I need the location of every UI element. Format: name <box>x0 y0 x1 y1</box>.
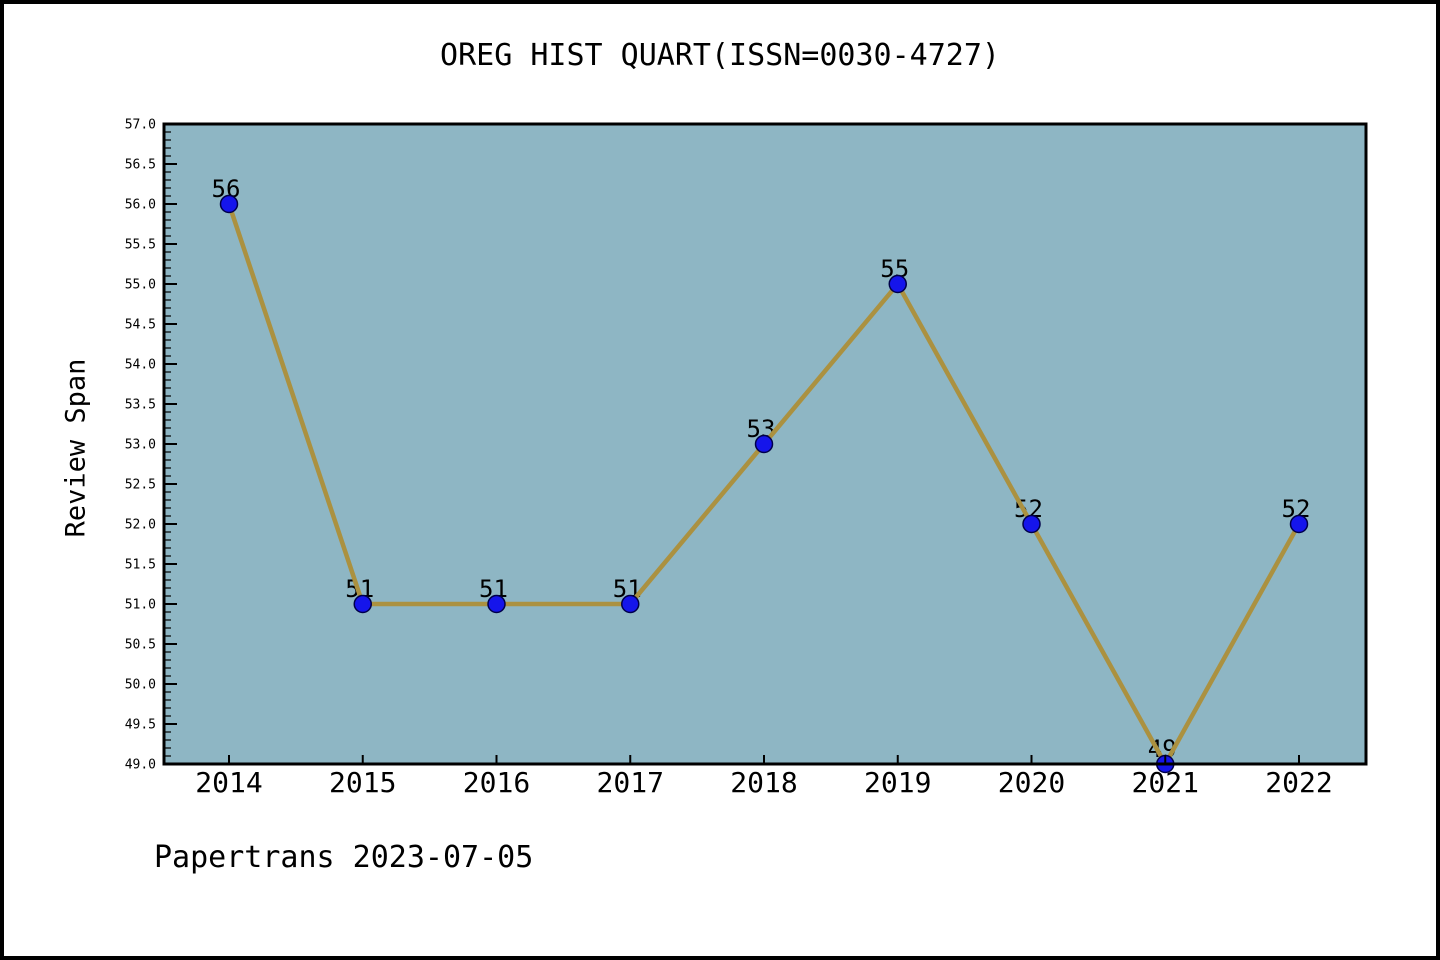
y-tick-label: 55.5 <box>125 238 156 253</box>
y-tick-label: 52.5 <box>125 478 156 493</box>
x-tick-label: 2018 <box>730 766 797 799</box>
y-tick-label: 54.0 <box>125 358 156 373</box>
y-tick-label: 50.5 <box>125 638 156 653</box>
x-tick-label: 2019 <box>864 766 931 799</box>
x-tick-label: 2021 <box>1132 766 1199 799</box>
y-tick-label: 53.0 <box>125 438 156 453</box>
y-tick-label: 49.0 <box>125 758 156 773</box>
x-tick-label: 2016 <box>463 766 530 799</box>
data-point-marker <box>1022 514 1041 534</box>
y-tick-label: 50.0 <box>125 678 156 693</box>
y-tick-label: 55.0 <box>125 278 156 293</box>
data-point-marker <box>1289 514 1309 534</box>
x-tick-label: 2020 <box>998 766 1065 799</box>
data-point-marker <box>353 594 372 614</box>
y-tick-label: 53.5 <box>125 398 156 413</box>
y-tick-label: 51.0 <box>125 598 156 613</box>
data-point-marker <box>888 274 907 294</box>
y-tick-label: 56.0 <box>125 198 156 213</box>
y-tick-label: 51.5 <box>125 558 156 573</box>
y-tick-label: 54.5 <box>125 318 156 333</box>
x-tick-label: 2022 <box>1265 766 1332 799</box>
data-point-marker <box>754 434 774 454</box>
footer-watermark: Papertrans 2023-07-05 <box>154 840 534 875</box>
chart-title: OREG HIST QUART(ISSN=0030-4727) <box>440 38 1000 73</box>
y-tick-label: 49.5 <box>125 718 156 733</box>
y-tick-label: 52.0 <box>125 518 156 533</box>
y-tick-label: 56.5 <box>125 158 156 173</box>
x-tick-label: 2015 <box>329 766 396 799</box>
x-tick-label: 2014 <box>195 766 262 799</box>
y-tick-label: 57.0 <box>125 118 156 133</box>
data-point-marker <box>621 594 640 614</box>
data-point-marker <box>487 594 506 614</box>
data-point-marker <box>219 194 239 214</box>
x-tick-label: 2017 <box>597 766 664 799</box>
